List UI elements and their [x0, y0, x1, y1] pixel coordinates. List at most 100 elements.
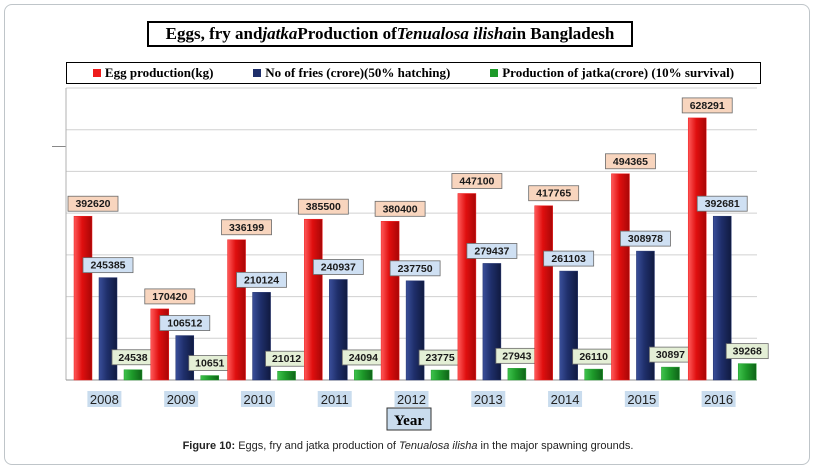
- data-label-jatka: 24094: [349, 352, 378, 364]
- x-tick-label: 2008: [90, 392, 119, 407]
- bar-fries: [252, 292, 271, 381]
- bar-jatka: [200, 375, 220, 381]
- data-label-box-fries: [696, 195, 748, 212]
- x-tick-label: 2011: [321, 392, 349, 407]
- data-label-box-fries: [82, 257, 134, 274]
- year-label-bg: [394, 391, 429, 407]
- data-label-fries: 106512: [167, 318, 202, 330]
- data-label-eggs: 170420: [152, 291, 187, 303]
- year-label-bg: [624, 391, 659, 407]
- x-tick-label: 2015: [627, 392, 656, 407]
- x-tick-label: 2014: [551, 392, 580, 407]
- data-label-fries: 210124: [244, 274, 279, 286]
- bar-eggs: [534, 205, 553, 381]
- x-tick-label: 2013: [474, 392, 503, 407]
- year-label-bg: [471, 391, 506, 407]
- x-tick-label: 2009: [167, 392, 196, 407]
- bar-eggs: [457, 193, 477, 381]
- bar-jatka: [123, 369, 143, 381]
- data-label-box-eggs: [374, 200, 426, 217]
- caption-text-after: in the major spawning grounds.: [477, 440, 634, 452]
- year-label-bg: [240, 391, 275, 407]
- data-label-jatka: 10651: [195, 358, 224, 370]
- caption-label: Figure 10:: [182, 440, 236, 452]
- legend-label-fries: No of fries (crore)(50% hatching): [265, 65, 451, 80]
- data-label-box-fries: [389, 260, 441, 277]
- year-label-bg: [164, 391, 199, 407]
- data-label-eggs: 380400: [383, 203, 418, 215]
- data-label-jatka: 27943: [502, 350, 531, 362]
- data-label-fries: 240937: [321, 261, 356, 273]
- data-label-eggs: 447100: [459, 175, 494, 187]
- bar-fries: [712, 215, 732, 381]
- title-prefix: Eggs, fry and: [165, 24, 263, 43]
- legend-item-eggs: Egg production(kg): [92, 65, 214, 81]
- data-label-fries: 237750: [398, 263, 433, 275]
- x-axis-title-box: [386, 407, 432, 431]
- bar-jatka: [430, 369, 450, 381]
- data-label-eggs: 392620: [75, 198, 110, 210]
- bar-eggs: [73, 215, 93, 381]
- data-label-box-fries: [236, 271, 287, 288]
- data-label-jatka: 39268: [733, 346, 762, 358]
- data-label-jatka: 23775: [426, 352, 455, 364]
- data-label-eggs: 628291: [690, 100, 725, 112]
- year-label-bg: [548, 391, 583, 407]
- data-label-fries: 392681: [705, 198, 740, 210]
- data-label-fries: 245385: [90, 260, 125, 272]
- x-tick-label: 2010: [243, 392, 272, 407]
- bar-jatka: [277, 370, 296, 381]
- data-label-box-eggs: [221, 219, 272, 236]
- data-label-eggs: 385500: [306, 201, 341, 213]
- chart-legend: Egg production(kg) No of fries (crore)(5…: [66, 62, 761, 84]
- bar-eggs: [227, 239, 246, 381]
- data-label-box-fries: [620, 230, 671, 247]
- data-label-box-jatka: [725, 343, 769, 360]
- legend-label-jatka: Production of jatka(crore) (10% survival…: [502, 65, 735, 80]
- year-label-bg: [87, 391, 122, 407]
- bar-eggs: [611, 173, 630, 381]
- data-label-jatka: 30897: [656, 349, 685, 361]
- data-label-box-eggs: [451, 173, 503, 189]
- data-label-box-eggs: [144, 288, 196, 305]
- year-label-bg: [701, 391, 736, 407]
- x-tick-label: 2012: [397, 392, 426, 407]
- data-label-box-eggs: [67, 195, 119, 212]
- data-label-box-fries: [159, 315, 211, 331]
- bar-eggs: [687, 117, 707, 381]
- legend-label-eggs: Egg production(kg): [104, 65, 214, 80]
- data-label-box-fries: [543, 250, 595, 267]
- legend-swatch-eggs: [92, 69, 101, 77]
- bar-eggs: [380, 221, 400, 381]
- legend-item-jatka: Production of jatka(crore) (10% survival…: [490, 65, 734, 81]
- caption-text-italic: Tenualosa ilisha: [399, 440, 478, 452]
- bar-eggs: [304, 218, 323, 381]
- title-suffix: in Bangladesh: [511, 24, 615, 43]
- title-italic-jatka: jatka: [262, 24, 298, 43]
- bar-jatka: [737, 363, 757, 381]
- figure-caption: Figure 10: Eggs, fry and jatka productio…: [0, 440, 816, 452]
- data-label-box-eggs: [528, 185, 580, 202]
- bar-jatka: [661, 366, 680, 381]
- title-mid: Production of: [297, 24, 397, 43]
- x-axis-title: Year: [394, 413, 424, 429]
- data-label-box-fries: [312, 259, 364, 275]
- data-label-jatka: 26110: [579, 351, 608, 363]
- data-label-eggs: 494365: [613, 156, 648, 168]
- x-tick-label: 2016: [704, 392, 733, 407]
- caption-text-before: Eggs, fry and jatka production of: [235, 440, 400, 452]
- legend-swatch-jatka: [490, 69, 499, 77]
- bar-jatka: [507, 368, 527, 381]
- legend-item-fries: No of fries (crore)(50% hatching): [253, 65, 450, 81]
- data-label-fries: 308978: [628, 233, 663, 245]
- data-label-box-eggs: [605, 153, 656, 170]
- legend-swatch-fries: [253, 69, 262, 77]
- bar-jatka: [584, 368, 603, 381]
- data-label-box-fries: [466, 243, 518, 259]
- data-label-jatka: 21012: [272, 353, 301, 365]
- bar-jatka: [354, 369, 373, 381]
- data-label-fries: 261103: [551, 253, 586, 265]
- chart-title: Eggs, fry and jatka Production of Tenual…: [147, 21, 633, 47]
- year-label-bg: [317, 391, 352, 407]
